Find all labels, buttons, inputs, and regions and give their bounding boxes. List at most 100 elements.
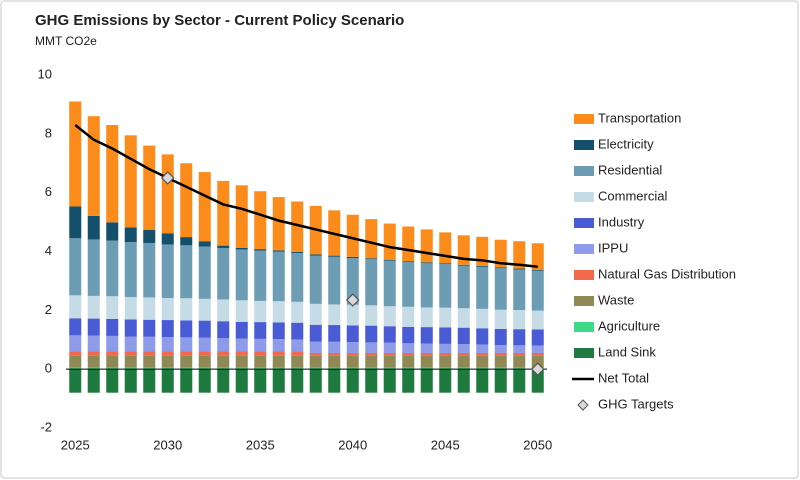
bar-segment — [476, 369, 489, 393]
y-tick-label: 0 — [45, 361, 52, 376]
bar-segment — [309, 254, 322, 256]
bar-segment — [180, 320, 193, 338]
bar-segment — [217, 321, 230, 339]
legend-swatch — [574, 166, 594, 176]
bar-segment — [439, 352, 452, 356]
bar-segment — [420, 343, 433, 353]
bar-segment — [124, 319, 137, 337]
bar-segment — [457, 355, 470, 368]
bar-segment — [198, 246, 211, 299]
x-tick-label: 2035 — [246, 437, 275, 452]
bar-segment — [365, 258, 378, 260]
bar-segment — [180, 337, 193, 352]
bar-segment — [291, 369, 304, 393]
target-marker — [530, 362, 545, 377]
bar-segment — [235, 321, 248, 339]
bar-segment — [531, 329, 544, 346]
bar-segment — [365, 367, 378, 370]
bar-segment — [161, 233, 174, 245]
bar-segment — [365, 355, 378, 368]
bar-segment — [69, 101, 82, 207]
bar-segment — [328, 355, 341, 368]
y-tick-label: 2 — [45, 302, 52, 317]
bar-segment — [476, 352, 489, 356]
legend-swatch — [574, 270, 594, 280]
bar-segment — [69, 206, 82, 239]
bar-segment — [217, 299, 230, 322]
bar-segment — [161, 154, 174, 234]
bar-segment — [513, 352, 526, 356]
chart-title: GHG Emissions by Sector - Current Policy… — [35, 12, 404, 29]
bar-segment — [531, 270, 544, 311]
bar-segment — [180, 369, 193, 393]
bar-segment — [254, 367, 267, 370]
bar-segment — [87, 355, 100, 368]
legend-swatch — [574, 114, 594, 124]
bar-segment — [531, 310, 544, 330]
bar-segment — [328, 304, 341, 326]
bar-segment — [439, 367, 452, 370]
bar-segment — [513, 355, 526, 368]
bar-segment — [328, 369, 341, 393]
bar-segment — [254, 351, 267, 356]
target-marker — [160, 171, 175, 185]
bar-segment — [420, 229, 433, 263]
bar-segment — [476, 265, 489, 267]
bar-segment — [291, 367, 304, 370]
bar-segment — [217, 245, 230, 248]
bar-segment — [143, 355, 156, 368]
bar-segment — [143, 369, 156, 393]
bar-segment — [217, 247, 230, 300]
bar-segment — [513, 329, 526, 346]
bar-segment — [439, 307, 452, 328]
bar-segment — [161, 337, 174, 352]
bar-segment — [198, 241, 211, 247]
bar-segment — [143, 145, 156, 230]
bar-segment — [328, 255, 341, 257]
bar-segment — [383, 259, 396, 261]
bar-segment — [69, 367, 82, 370]
legend-swatch — [574, 218, 594, 228]
bar-segment — [457, 327, 470, 345]
bar-segment — [161, 355, 174, 368]
legend-swatch — [574, 192, 594, 202]
bar-segment — [328, 352, 341, 356]
bar-segment — [383, 352, 396, 356]
bar-segment — [198, 355, 211, 368]
bar-segment — [383, 260, 396, 307]
bar-segment — [272, 322, 285, 340]
bar-segment — [272, 355, 285, 368]
bar-segment — [420, 262, 433, 264]
bar-segment — [217, 338, 230, 352]
y-tick-label: 6 — [45, 184, 52, 199]
bar-segment — [513, 367, 526, 370]
bar-segment — [254, 300, 267, 323]
legend-label: Net Total — [598, 370, 649, 385]
bar-segment — [124, 369, 137, 393]
bar-segment — [87, 116, 100, 216]
bar-segment — [365, 305, 378, 326]
bar-segment — [87, 335, 100, 352]
legend-swatch — [574, 348, 594, 358]
bar-segment — [383, 326, 396, 343]
bar-segment — [513, 310, 526, 330]
bar-segment — [180, 163, 193, 238]
bar-segment — [87, 295, 100, 319]
bar-segment — [420, 369, 433, 393]
bar-segment — [272, 351, 285, 356]
legend-swatch — [577, 399, 589, 411]
bar-segment — [180, 355, 193, 368]
bar-segment — [217, 367, 230, 370]
bar-segment — [346, 355, 359, 368]
bar-segment — [106, 355, 119, 368]
bar-segment — [69, 295, 82, 319]
bar-segment — [124, 355, 137, 368]
bar-segment — [383, 223, 396, 260]
bar-segment — [365, 369, 378, 393]
bar-segment — [87, 351, 100, 356]
bar-segment — [124, 367, 137, 370]
bar-segment — [402, 367, 415, 370]
bar-segment — [272, 367, 285, 370]
bar-segment — [161, 369, 174, 393]
bar-segment — [513, 369, 526, 393]
